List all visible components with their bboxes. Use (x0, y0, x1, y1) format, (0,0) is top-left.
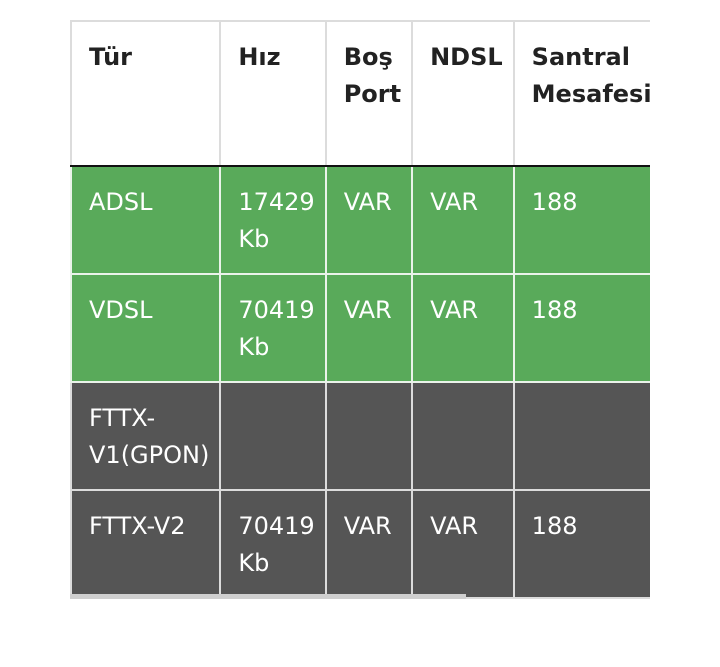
cell-exchange-distance (512, 381, 650, 491)
cell-ndsl: VAR (411, 273, 515, 383)
horizontal-scrollbar[interactable] (70, 594, 466, 599)
cell-ndsl: VAR (411, 489, 515, 599)
cell-ndsl: VAR (411, 165, 515, 275)
cell-type: ADSL (70, 165, 222, 275)
table-row: VDSL 70419 Kb VAR VAR 188 (70, 273, 650, 383)
header-free-port: Boş Port (324, 20, 414, 167)
header-type: Tür (70, 20, 222, 167)
header-ndsl: NDSL (411, 20, 515, 167)
header-speed: Hız (219, 20, 327, 167)
cell-free-port: VAR (324, 489, 414, 599)
cell-speed: 70419 Kb (219, 489, 327, 599)
cell-exchange-distance: 188 (512, 165, 650, 275)
table-row: FTTX-V2 70419 Kb VAR VAR 188 (70, 489, 650, 599)
cell-free-port: VAR (324, 273, 414, 383)
cell-free-port (324, 381, 414, 491)
cell-speed: 17429 Kb (219, 165, 327, 275)
table-row: ADSL 17429 Kb VAR VAR 188 (70, 165, 650, 275)
cell-type: FTTX-V2 (70, 489, 222, 599)
cell-type: VDSL (70, 273, 222, 383)
table-scroll-container[interactable]: Tür Hız Boş Port NDSL Santral Mesafesi A… (70, 20, 650, 602)
cell-ndsl (411, 381, 515, 491)
cell-speed: 70419 Kb (219, 273, 327, 383)
table-header-row: Tür Hız Boş Port NDSL Santral Mesafesi (70, 20, 650, 167)
table-row: FTTX-V1(GPON) (70, 381, 650, 491)
infrastructure-table: Tür Hız Boş Port NDSL Santral Mesafesi A… (70, 20, 650, 599)
cell-exchange-distance: 188 (512, 273, 650, 383)
cell-free-port: VAR (324, 165, 414, 275)
cell-type: FTTX-V1(GPON) (70, 381, 222, 491)
cell-exchange-distance: 188 (512, 489, 650, 599)
cell-speed (219, 381, 327, 491)
header-exchange-distance: Santral Mesafesi (512, 20, 650, 167)
